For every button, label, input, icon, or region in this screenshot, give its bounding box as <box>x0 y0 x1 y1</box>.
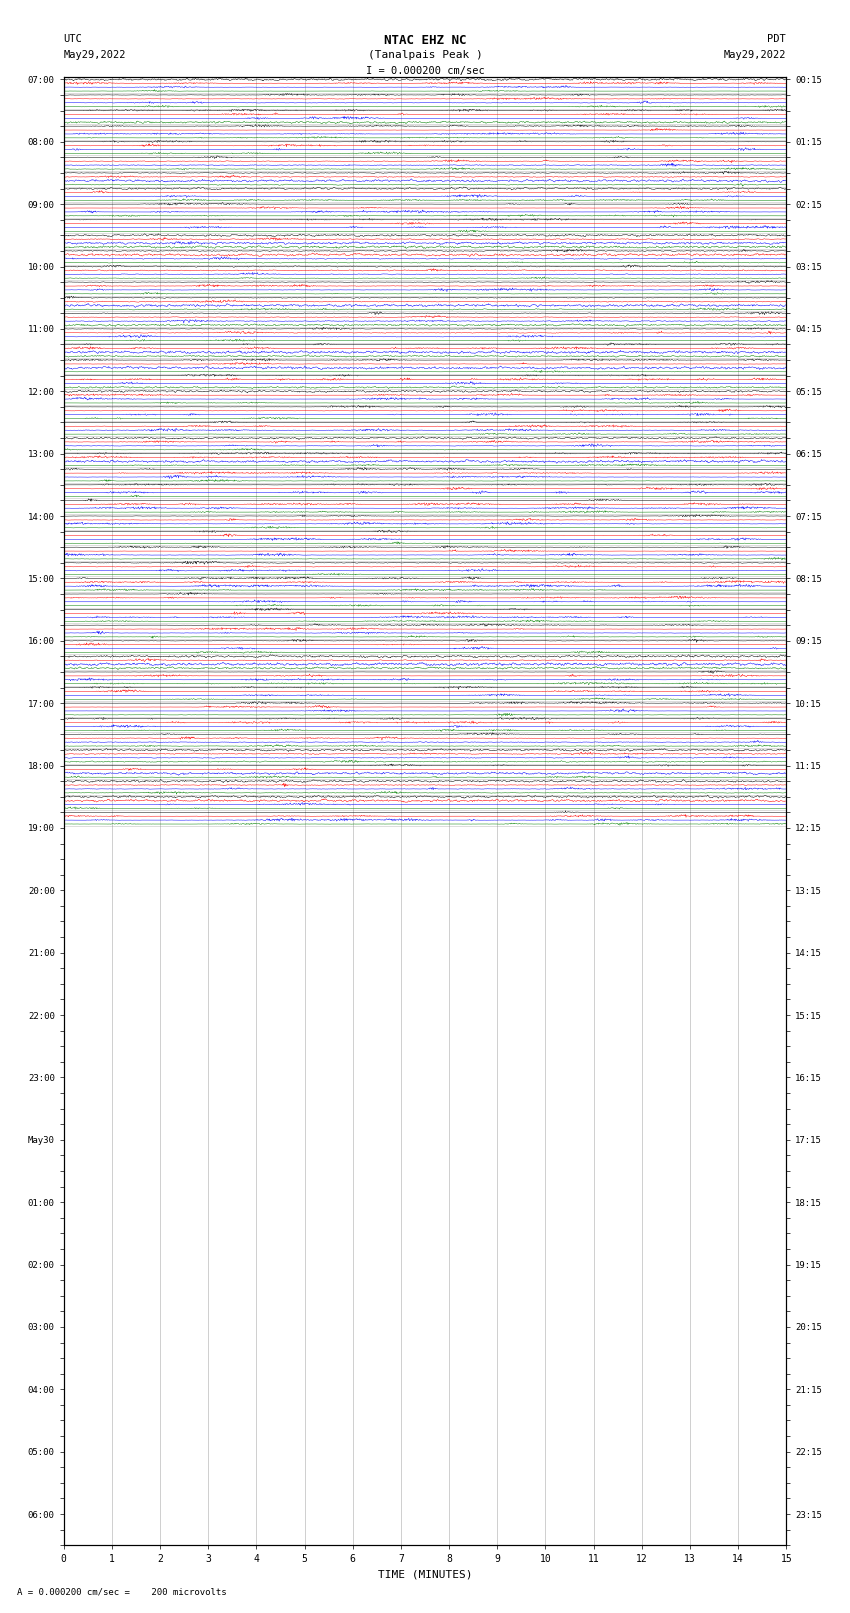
Text: A = 0.000200 cm/sec =    200 microvolts: A = 0.000200 cm/sec = 200 microvolts <box>17 1587 227 1597</box>
Text: NTAC EHZ NC: NTAC EHZ NC <box>383 34 467 47</box>
Text: May29,2022: May29,2022 <box>723 50 786 60</box>
Text: I = 0.000200 cm/sec: I = 0.000200 cm/sec <box>366 66 484 76</box>
Text: May29,2022: May29,2022 <box>64 50 127 60</box>
X-axis label: TIME (MINUTES): TIME (MINUTES) <box>377 1569 473 1579</box>
Text: (Tanalpais Peak ): (Tanalpais Peak ) <box>367 50 483 60</box>
Text: UTC: UTC <box>64 34 82 44</box>
Text: PDT: PDT <box>768 34 786 44</box>
